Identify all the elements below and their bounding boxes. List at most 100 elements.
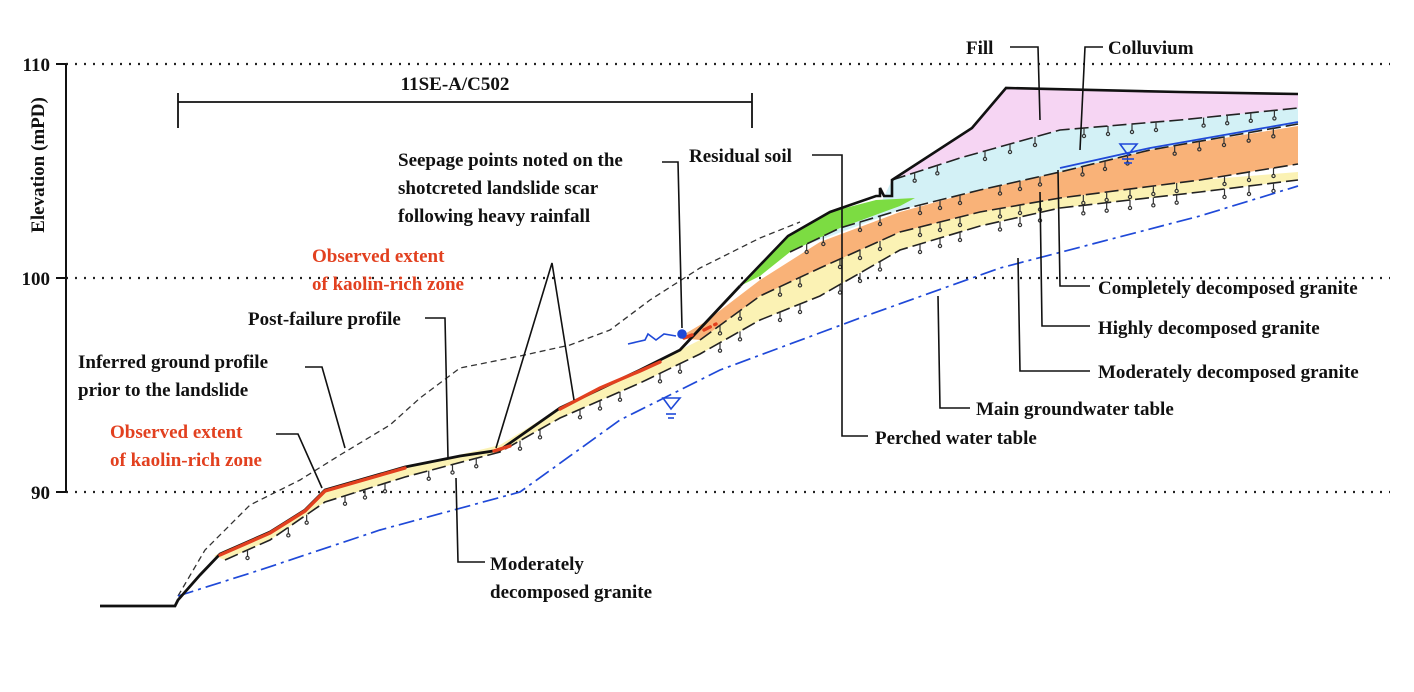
feature-extent-dimension <box>177 93 753 128</box>
boundary-tick-dot <box>1201 123 1206 128</box>
boundary-tick-dot <box>1127 194 1133 200</box>
boundary-tick-dot <box>837 290 843 295</box>
boundary-tick-dot <box>677 369 683 374</box>
y-axis-label: Elevation (mPD) <box>28 97 49 233</box>
boundary-tick-dot <box>286 533 291 538</box>
boundary-tick-dot <box>245 555 250 561</box>
boundary-tick-dot <box>1037 182 1043 187</box>
fill-leader <box>1010 46 1041 121</box>
boundary-tick-dot <box>1102 166 1108 172</box>
main-groundwater-table-line <box>177 185 1299 597</box>
boundary-tick-dot <box>1129 129 1135 135</box>
y-tick-label-90: 90 <box>31 483 50 504</box>
boundary-tick-dot <box>717 348 723 353</box>
label-inferred-2: prior to the landslide <box>78 380 248 401</box>
boundary-tick-dot <box>1197 147 1202 152</box>
y-tick-label-110: 110 <box>23 55 50 76</box>
boundary-tick-dot <box>1104 197 1109 203</box>
label-colluvium: Colluvium <box>1108 38 1194 59</box>
kaolin-rich-zones <box>218 322 718 557</box>
boundary-tick-dot <box>997 227 1003 232</box>
boundary-tick-dot <box>1105 131 1111 137</box>
boundary-tick-dot <box>426 476 431 481</box>
boundary-tick-dot <box>474 464 479 469</box>
boundary-tick-dot <box>777 292 783 297</box>
boundary-tick-dot <box>1271 188 1276 194</box>
boundary-tick-dot <box>1246 191 1252 197</box>
boundary-tick-dot <box>304 520 309 525</box>
boundary-tick-dot <box>957 237 963 243</box>
label-perched-wt: Perched water table <box>875 428 1037 449</box>
label-kaolin-upper-1: Observed extent <box>312 246 445 267</box>
boundary-tick-dot <box>1032 142 1038 148</box>
boundary-tick-dot <box>450 470 455 475</box>
boundary-tick-dot <box>1080 172 1085 177</box>
boundary-tick-dot <box>1127 205 1133 211</box>
boundary-tick-dot <box>982 156 988 162</box>
boundary-tick-dot <box>1271 173 1276 179</box>
boundary-tick-dot <box>1017 222 1023 228</box>
boundary-tick-dot <box>1174 188 1179 194</box>
residual-soil-leader <box>812 154 868 437</box>
label-seepage-2: shotcreted landslide scar <box>398 178 599 199</box>
kaolin-upper-leader <box>495 262 575 449</box>
boundary-tick-dot <box>617 397 623 402</box>
boundary-tick-dot <box>797 283 803 288</box>
boundary-tick-dot <box>577 415 583 420</box>
boundary-tick-dot <box>1246 138 1251 143</box>
boundary-tick-dot <box>857 278 863 284</box>
kaolin-zone-seepage <box>682 333 694 340</box>
boundary-tick-dot <box>1153 127 1159 133</box>
boundary-tick-dot <box>1007 149 1013 155</box>
kaolin-zone-middle <box>492 444 512 453</box>
boundary-tick-dot <box>957 222 963 228</box>
hdg-mdg-boundary <box>224 179 1299 561</box>
label-post-failure: Post-failure profile <box>248 309 401 330</box>
boundary-tick-dot <box>382 489 388 494</box>
kaolin-zone-seepage-2 <box>702 322 718 332</box>
label-kaolin-lower-2: of kaolin-rich zone <box>110 450 262 471</box>
boundary-tick-dot <box>1224 120 1230 126</box>
boundary-tick-dot <box>1271 134 1276 139</box>
boundary-tick-dot <box>1222 181 1227 187</box>
boundary-tick-dot <box>877 246 883 252</box>
boundary-tick-dot <box>1221 142 1227 148</box>
boundary-tick-dot <box>1151 203 1156 208</box>
boundary-tick-dot <box>1248 118 1254 124</box>
post-failure-leader <box>425 317 449 459</box>
boundary-tick-dot <box>517 446 523 451</box>
boundary-tick-dot <box>877 267 883 272</box>
boundary-tick-dot <box>1172 151 1177 156</box>
water-table-symbol-perched <box>1118 143 1139 164</box>
label-kaolin-upper-2: of kaolin-rich zone <box>312 274 464 295</box>
hdg-leader <box>1039 191 1090 327</box>
boundary-tick-dot <box>804 249 809 255</box>
fill-layer <box>892 88 1298 180</box>
boundary-tick-dot <box>1017 210 1023 216</box>
inferred-leader <box>305 366 346 449</box>
boundary-tick-dot <box>937 243 943 249</box>
colluvium-leader <box>1079 46 1103 151</box>
boundary-tick-dot <box>917 232 923 238</box>
cdg-leader <box>1057 169 1090 287</box>
boundary-tick-dot <box>935 171 940 176</box>
label-seepage-3: following heavy rainfall <box>398 206 590 227</box>
boundary-tick-dot <box>737 337 743 342</box>
boundary-tick-dot <box>597 406 603 411</box>
water-table-symbol-main <box>661 397 682 419</box>
boundary-tick-dot <box>342 501 348 506</box>
boundary-tick-dot <box>777 317 783 323</box>
label-mdg-bottom-2: decomposed granite <box>490 582 652 603</box>
perched-water-table-line <box>1059 121 1299 169</box>
inferred-ground-profile-line <box>177 221 801 597</box>
existing-ground-profile <box>739 86 1299 287</box>
boundary-tick-dot <box>912 178 917 183</box>
boundary-tick-dot <box>1081 200 1086 206</box>
boundary-tick-dot <box>957 200 963 206</box>
label-fill: Fill <box>966 38 993 59</box>
boundary-tick-dot <box>997 191 1003 196</box>
seepage-leader <box>662 161 683 329</box>
label-mdg-bottom-1: Moderately <box>490 554 584 575</box>
boundary-tick-dot <box>1081 211 1086 216</box>
boundary-tick-dot <box>657 379 663 384</box>
